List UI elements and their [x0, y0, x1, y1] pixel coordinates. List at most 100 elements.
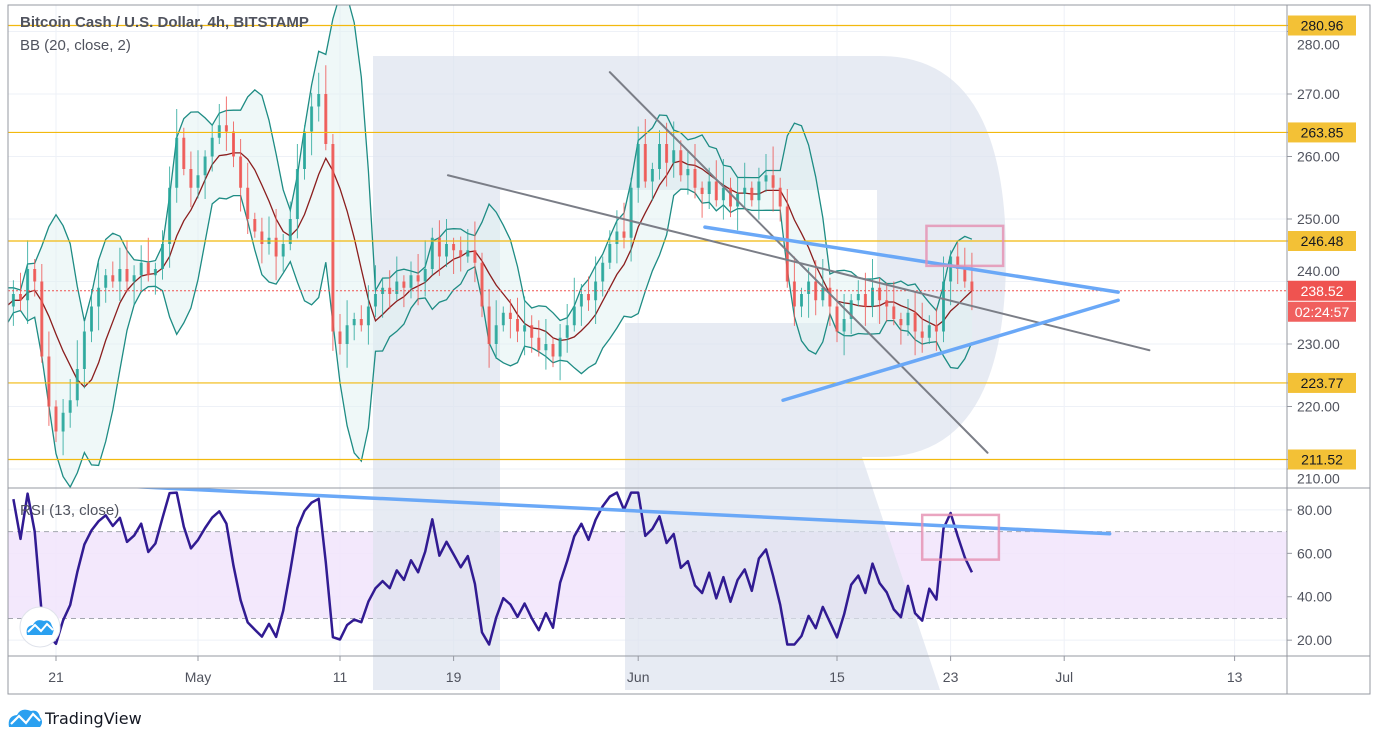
candle	[601, 256, 605, 297]
candle	[47, 331, 51, 426]
candle	[324, 65, 328, 151]
candle-body	[139, 262, 143, 276]
candle-body	[324, 94, 328, 144]
level-badge[interactable]	[1288, 15, 1356, 36]
candle	[160, 230, 164, 280]
candle-body	[572, 306, 576, 326]
candle-body	[523, 325, 527, 332]
candle	[54, 400, 58, 443]
candle-body	[359, 319, 363, 326]
rsi-tick-label: 40.00	[1297, 589, 1332, 605]
trendline-triangle-lower[interactable]	[781, 298, 1120, 402]
candle-body	[459, 250, 463, 257]
candle-body	[586, 294, 590, 301]
candle-body	[395, 281, 399, 294]
horizontal-levels	[8, 24, 1287, 461]
candle-body	[160, 244, 164, 269]
candle-body	[274, 237, 278, 257]
bb-fill	[8, 5, 972, 488]
last-price-label: 238.52	[1301, 283, 1344, 299]
candle-body	[189, 169, 193, 188]
candle-body	[487, 306, 491, 344]
bb-indicator-label[interactable]: BB (20, close, 2)	[20, 37, 131, 54]
countdown-badge	[1288, 301, 1356, 322]
level-badge[interactable]	[1288, 231, 1356, 251]
rsi-tick-label: 20.00	[1297, 632, 1332, 648]
candle-body	[764, 175, 768, 182]
candle-body	[821, 287, 825, 301]
candle-body	[288, 219, 292, 244]
candle	[352, 312, 356, 341]
candle-body	[331, 144, 335, 332]
tradingview-circle-logo[interactable]	[19, 606, 61, 648]
candle	[5, 300, 8, 319]
candle-body	[97, 287, 101, 307]
highlight-box[interactable]	[925, 224, 1005, 268]
candle-body	[856, 294, 860, 301]
candle	[594, 256, 598, 324]
rsi-trendline[interactable]	[100, 485, 1112, 536]
candle-body	[444, 244, 448, 257]
candle-body	[68, 400, 72, 413]
candle	[913, 291, 917, 356]
candle	[217, 104, 221, 144]
axes: 210.00 220.00 230.00 240.00 250.00 260.00 270.…	[48, 31, 1340, 685]
candle-body	[210, 137, 214, 157]
candle	[452, 237, 456, 274]
time-tick-label: May	[185, 669, 211, 685]
candle	[246, 162, 250, 234]
candle	[416, 254, 420, 306]
candle	[586, 276, 590, 311]
candle-body	[82, 331, 86, 369]
candle	[636, 126, 640, 203]
candle-body	[118, 269, 122, 282]
candle	[338, 314, 342, 355]
rsi-indicator-label[interactable]: RSI (13, close)	[20, 502, 119, 519]
level-badge[interactable]	[1288, 449, 1356, 470]
candle	[657, 130, 661, 180]
rsi-highlight-box[interactable]	[920, 513, 1001, 561]
candle	[920, 302, 924, 353]
candle-body	[551, 344, 555, 357]
level-badge[interactable]	[1288, 122, 1356, 143]
candle	[239, 139, 243, 212]
candle-body	[828, 287, 832, 307]
price-tick-label: 240.00	[1297, 263, 1340, 279]
cloud-icon	[26, 620, 54, 635]
bb-basis-line	[8, 152, 973, 388]
candle-body	[302, 131, 306, 169]
level-badge-label: 280.96	[1301, 18, 1344, 34]
candle-body	[728, 187, 732, 207]
trendline-triangle-upper[interactable]	[703, 225, 1120, 294]
candle	[494, 300, 498, 359]
watermark-logo	[373, 56, 1006, 690]
candle-body	[530, 325, 534, 338]
candle-body	[949, 256, 953, 282]
candle-body	[608, 244, 612, 263]
candle	[530, 315, 534, 353]
price-tick-label: 270.00	[1297, 86, 1340, 102]
candle-body	[111, 275, 115, 282]
candle	[707, 167, 711, 209]
level-badge[interactable]	[1288, 372, 1356, 393]
tradingview-brand[interactable]: TradingView	[8, 709, 142, 728]
candle	[814, 260, 818, 316]
candle-body	[615, 231, 619, 244]
candle-body	[871, 287, 875, 307]
candle	[459, 236, 463, 272]
candle	[104, 269, 108, 303]
candle	[927, 315, 931, 344]
candle	[906, 299, 910, 336]
trendline-channel-lower[interactable]	[446, 174, 1151, 352]
candle-body	[409, 275, 413, 288]
candle-body	[239, 156, 243, 188]
candle	[125, 240, 129, 293]
candle-body	[863, 294, 867, 307]
candle	[665, 122, 669, 187]
candle	[18, 272, 22, 311]
candle	[359, 305, 363, 332]
candle-body	[885, 300, 889, 307]
candle-body	[132, 275, 136, 282]
last-price-badge[interactable]	[1288, 280, 1356, 301]
